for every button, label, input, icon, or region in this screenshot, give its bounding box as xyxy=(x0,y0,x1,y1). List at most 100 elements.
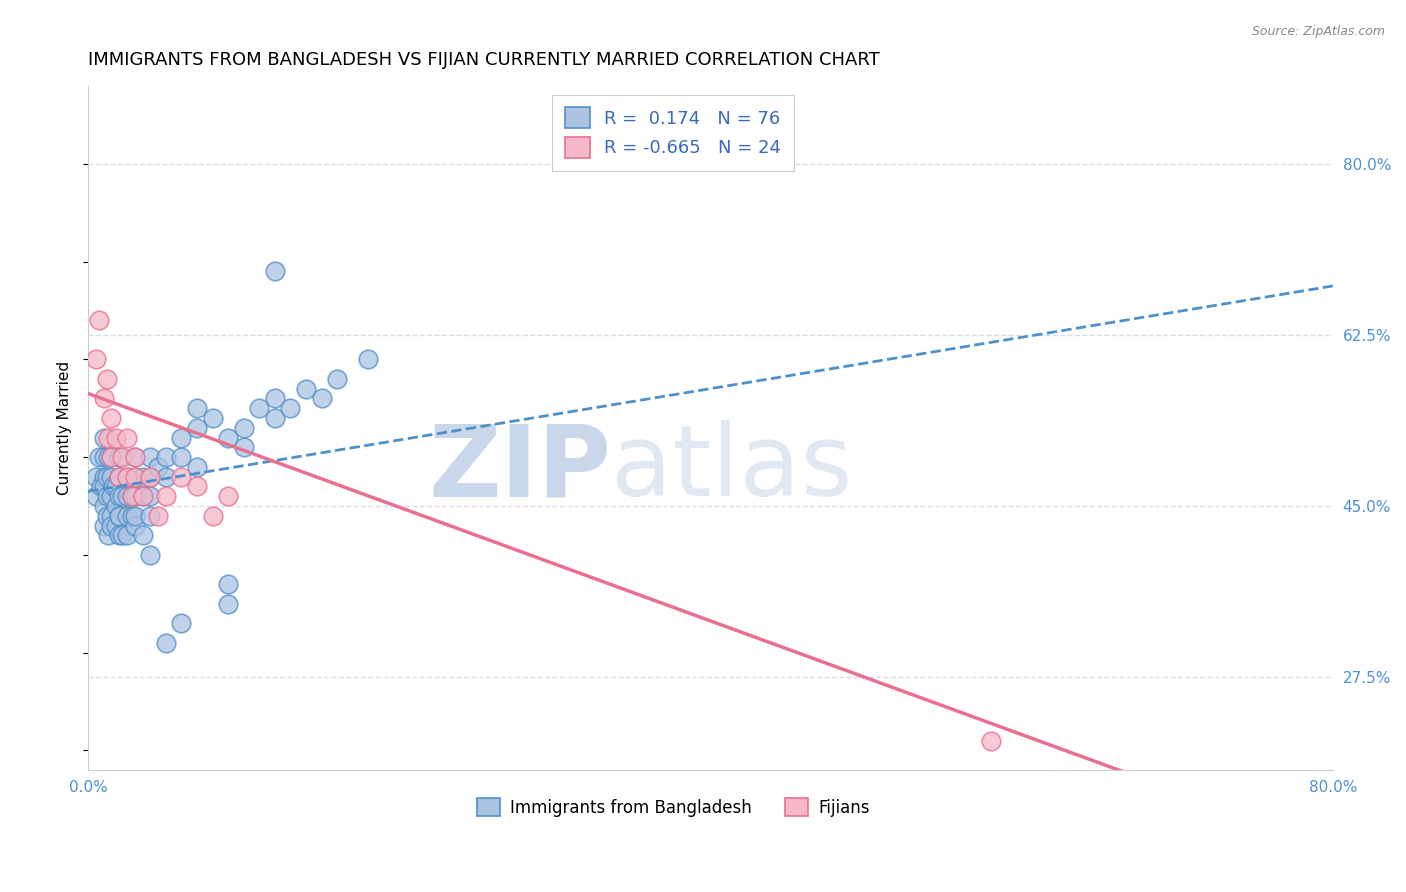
Point xyxy=(108,508,131,523)
Point xyxy=(105,518,128,533)
Point xyxy=(111,528,134,542)
Point xyxy=(979,733,1001,747)
Point xyxy=(232,421,254,435)
Point xyxy=(326,372,349,386)
Point xyxy=(108,469,131,483)
Point xyxy=(121,508,143,523)
Point xyxy=(105,431,128,445)
Point xyxy=(280,401,302,416)
Point xyxy=(100,450,122,464)
Point xyxy=(108,469,131,483)
Point xyxy=(93,431,115,445)
Point xyxy=(146,459,169,474)
Point xyxy=(295,382,318,396)
Point xyxy=(311,392,333,406)
Point xyxy=(155,450,177,464)
Point xyxy=(139,489,162,503)
Point xyxy=(124,450,146,464)
Point xyxy=(186,459,208,474)
Point xyxy=(131,489,153,503)
Point xyxy=(93,479,115,493)
Point xyxy=(201,508,224,523)
Point xyxy=(97,450,120,464)
Point xyxy=(96,489,118,503)
Point xyxy=(139,469,162,483)
Point xyxy=(100,411,122,425)
Point xyxy=(121,489,143,503)
Point xyxy=(108,489,131,503)
Point xyxy=(131,469,153,483)
Point xyxy=(247,401,270,416)
Y-axis label: Currently Married: Currently Married xyxy=(58,360,72,495)
Point xyxy=(93,499,115,513)
Point xyxy=(115,431,138,445)
Point xyxy=(96,469,118,483)
Point xyxy=(232,440,254,454)
Point xyxy=(84,489,107,503)
Point xyxy=(217,597,239,611)
Point xyxy=(93,469,115,483)
Point xyxy=(101,479,124,493)
Point xyxy=(124,469,146,483)
Point xyxy=(124,450,146,464)
Point xyxy=(108,508,131,523)
Point xyxy=(357,352,380,367)
Point xyxy=(100,489,122,503)
Text: Source: ZipAtlas.com: Source: ZipAtlas.com xyxy=(1251,25,1385,38)
Point xyxy=(217,431,239,445)
Point xyxy=(263,392,285,406)
Point xyxy=(124,508,146,523)
Point xyxy=(217,577,239,591)
Text: atlas: atlas xyxy=(610,420,852,517)
Point xyxy=(115,469,138,483)
Point xyxy=(139,450,162,464)
Point xyxy=(108,528,131,542)
Point xyxy=(97,431,120,445)
Point xyxy=(115,528,138,542)
Point xyxy=(100,508,122,523)
Point xyxy=(121,489,143,503)
Point xyxy=(87,450,110,464)
Point xyxy=(170,450,193,464)
Point xyxy=(186,401,208,416)
Point xyxy=(100,450,122,464)
Point xyxy=(87,313,110,327)
Point xyxy=(124,469,146,483)
Point xyxy=(263,411,285,425)
Point xyxy=(186,479,208,493)
Point xyxy=(96,508,118,523)
Point xyxy=(93,518,115,533)
Point xyxy=(115,489,138,503)
Point xyxy=(105,499,128,513)
Point xyxy=(186,421,208,435)
Point xyxy=(170,616,193,631)
Point xyxy=(170,469,193,483)
Point xyxy=(93,392,115,406)
Point xyxy=(131,528,153,542)
Point xyxy=(124,518,146,533)
Point xyxy=(96,372,118,386)
Point xyxy=(139,508,162,523)
Point xyxy=(84,352,107,367)
Point xyxy=(97,528,120,542)
Point xyxy=(111,489,134,503)
Point xyxy=(115,469,138,483)
Point xyxy=(115,508,138,523)
Text: IMMIGRANTS FROM BANGLADESH VS FIJIAN CURRENTLY MARRIED CORRELATION CHART: IMMIGRANTS FROM BANGLADESH VS FIJIAN CUR… xyxy=(89,51,880,69)
Legend: Immigrants from Bangladesh, Fijians: Immigrants from Bangladesh, Fijians xyxy=(470,792,876,823)
Point xyxy=(155,636,177,650)
Point xyxy=(105,479,128,493)
Point xyxy=(90,479,112,493)
Point xyxy=(124,489,146,503)
Text: ZIP: ZIP xyxy=(427,420,610,517)
Point xyxy=(263,264,285,278)
Point xyxy=(111,450,134,464)
Point xyxy=(201,411,224,425)
Point xyxy=(84,469,107,483)
Point xyxy=(93,450,115,464)
Point xyxy=(108,450,131,464)
Point xyxy=(170,431,193,445)
Point xyxy=(139,469,162,483)
Point xyxy=(139,548,162,562)
Point xyxy=(155,489,177,503)
